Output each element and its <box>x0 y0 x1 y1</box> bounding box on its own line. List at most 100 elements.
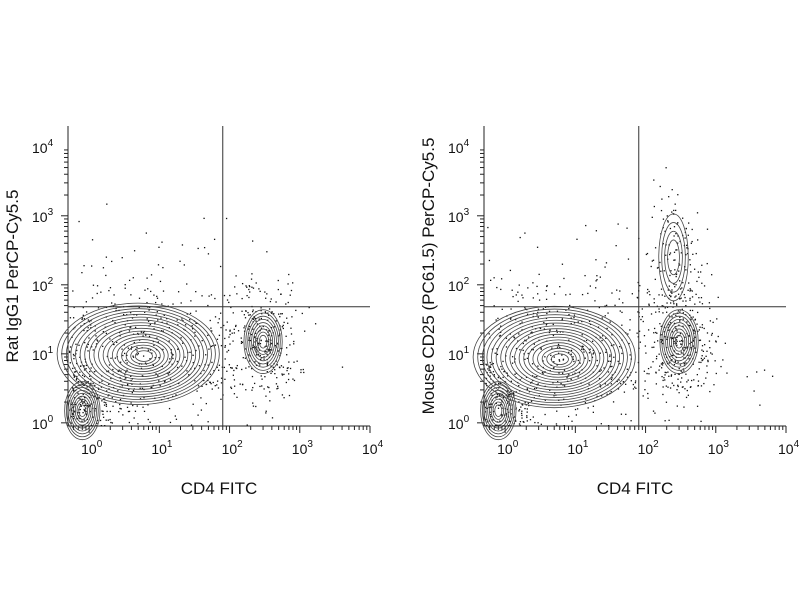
event-dot <box>540 348 542 350</box>
event-dot <box>148 335 151 338</box>
event-dot <box>210 294 213 296</box>
event-dot <box>341 366 344 368</box>
event-dot <box>117 370 120 373</box>
event-dot <box>655 383 658 385</box>
event-dot <box>270 372 272 375</box>
contour-level <box>245 312 281 371</box>
event-dot <box>267 386 269 388</box>
event-dot <box>706 365 708 367</box>
event-dot <box>674 296 676 298</box>
event-dot <box>169 358 171 360</box>
event-dot <box>252 344 254 346</box>
event-dot <box>527 287 529 289</box>
event-dot <box>223 294 226 297</box>
event-dot <box>194 380 196 382</box>
event-dot <box>495 425 497 427</box>
event-dot <box>521 403 523 406</box>
event-dot <box>524 339 526 341</box>
event-dot <box>119 331 121 334</box>
event-dot <box>678 324 680 326</box>
event-dot <box>566 377 568 379</box>
event-dot <box>251 375 254 378</box>
event-dot <box>515 391 517 393</box>
event-dot <box>260 307 262 309</box>
event-dot <box>72 418 75 420</box>
event-dot <box>188 374 190 376</box>
event-dot <box>258 318 260 320</box>
event-dot <box>127 384 129 386</box>
event-dot <box>237 330 240 332</box>
event-dot <box>614 304 616 306</box>
event-dot <box>685 304 687 307</box>
event-dot <box>485 363 487 365</box>
event-dot <box>87 405 89 407</box>
event-dot <box>707 359 709 362</box>
event-dot <box>517 291 519 293</box>
event-dot <box>696 323 698 325</box>
event-dot <box>651 260 653 262</box>
event-dot <box>652 410 655 412</box>
event-dot <box>488 369 490 372</box>
event-dot <box>85 382 87 384</box>
event-dot <box>136 354 138 356</box>
event-dot <box>662 386 664 388</box>
event-dot <box>255 349 257 351</box>
event-dot <box>102 331 105 333</box>
event-dot <box>87 406 90 408</box>
event-dot <box>676 389 678 391</box>
event-dot <box>161 303 163 305</box>
event-dot <box>170 349 173 351</box>
event-dot <box>701 324 704 326</box>
event-dot <box>599 386 602 388</box>
event-dot <box>522 349 524 352</box>
contour-level <box>482 384 515 438</box>
event-dot <box>304 330 306 332</box>
contour-level <box>93 325 189 385</box>
event-dot <box>87 327 89 329</box>
event-dot <box>124 287 126 289</box>
event-dot <box>133 250 136 252</box>
event-dot <box>677 378 679 380</box>
event-dot <box>142 331 145 334</box>
event-dot <box>103 398 105 400</box>
event-dot <box>529 382 532 384</box>
event-dot <box>509 425 511 427</box>
event-dot <box>211 330 213 332</box>
event-dot <box>684 346 686 349</box>
event-dot <box>675 284 677 286</box>
event-dot <box>670 374 673 376</box>
event-dot <box>230 386 232 388</box>
event-dot <box>71 402 73 404</box>
event-dot <box>592 352 595 354</box>
event-dot <box>293 361 295 363</box>
event-dot <box>650 366 652 368</box>
event-dot <box>146 301 148 304</box>
event-dot <box>235 324 237 327</box>
event-dot <box>134 410 137 412</box>
event-dot <box>259 358 262 361</box>
event-dot <box>76 349 78 352</box>
event-dot <box>574 372 576 374</box>
event-dot <box>496 353 499 356</box>
event-dot <box>563 277 565 280</box>
event-dot <box>74 326 76 329</box>
event-dot <box>132 356 135 358</box>
event-dot <box>701 264 703 266</box>
event-dot <box>541 371 544 374</box>
event-dot <box>537 316 539 318</box>
event-dot <box>293 379 296 382</box>
event-dot <box>267 348 269 351</box>
event-dot <box>115 401 117 403</box>
event-dot <box>674 361 677 363</box>
event-dot <box>674 269 676 271</box>
event-dot <box>577 376 579 378</box>
event-dot <box>253 336 256 339</box>
event-dot <box>644 389 646 391</box>
event-dot <box>90 367 92 369</box>
contour-level <box>509 328 605 388</box>
event-dot <box>197 247 199 250</box>
event-dot <box>559 346 561 349</box>
event-dot <box>207 304 209 307</box>
event-dot <box>489 366 492 368</box>
event-dot <box>197 414 199 416</box>
